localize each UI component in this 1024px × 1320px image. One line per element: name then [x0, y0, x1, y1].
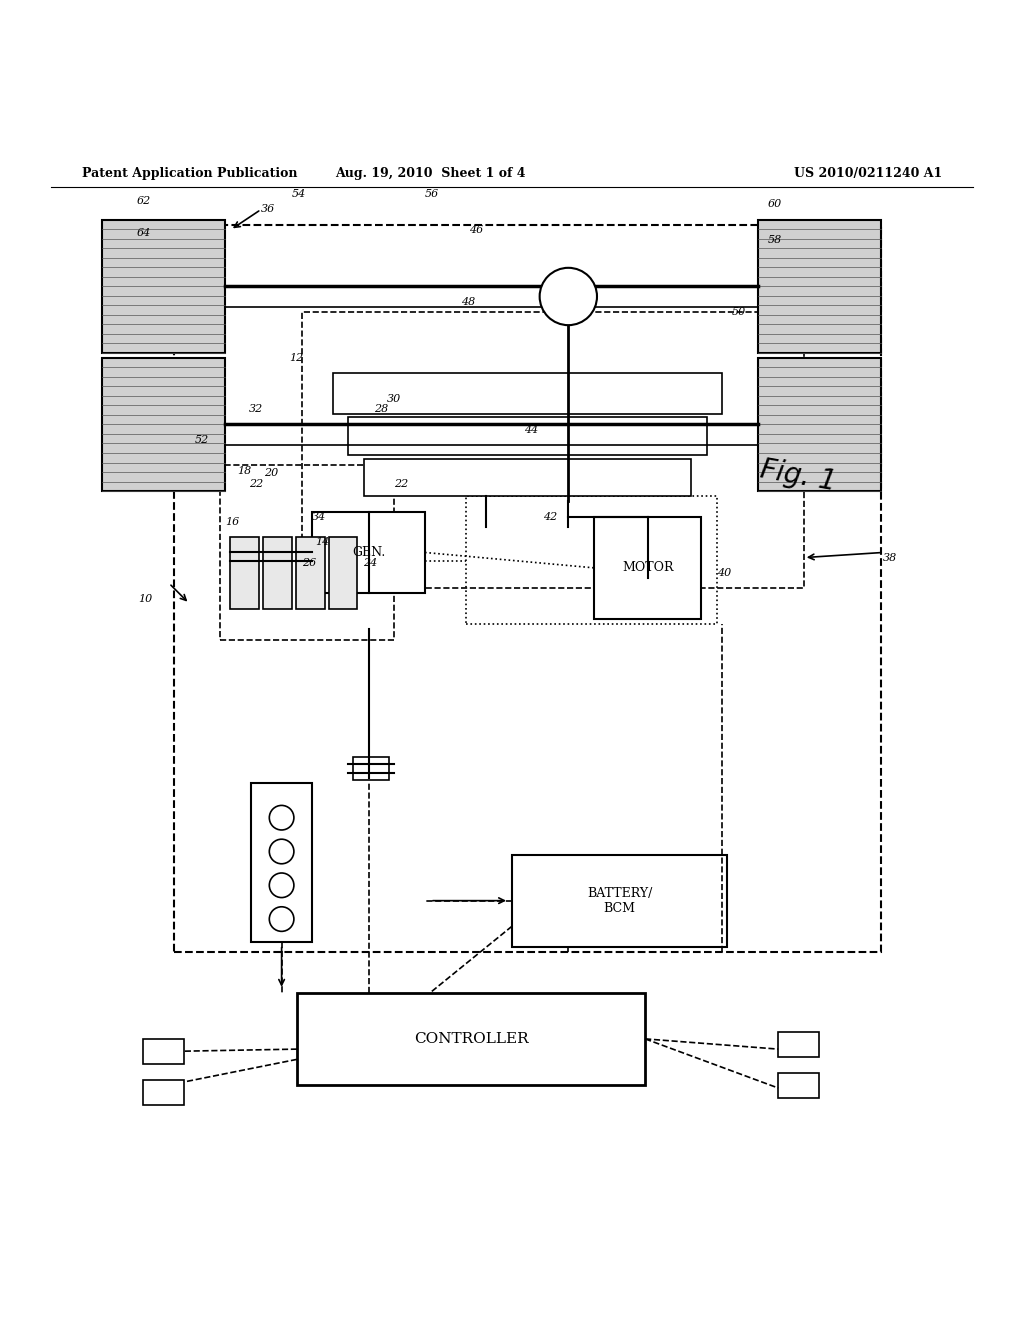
Text: 60: 60: [768, 199, 782, 210]
FancyBboxPatch shape: [263, 537, 292, 609]
FancyBboxPatch shape: [778, 1073, 819, 1098]
Circle shape: [269, 907, 294, 932]
Text: 30: 30: [387, 393, 401, 404]
Bar: [220, 466, 394, 639]
Text: 32: 32: [249, 404, 263, 414]
Circle shape: [269, 840, 294, 863]
Text: 56: 56: [425, 189, 439, 199]
Text: US 2010/0211240 A1: US 2010/0211240 A1: [794, 168, 942, 180]
Text: 26: 26: [302, 558, 316, 568]
FancyBboxPatch shape: [758, 358, 881, 491]
Text: Aug. 19, 2010  Sheet 1 of 4: Aug. 19, 2010 Sheet 1 of 4: [335, 168, 525, 180]
FancyBboxPatch shape: [296, 537, 325, 609]
Text: 48: 48: [461, 297, 475, 306]
FancyBboxPatch shape: [143, 1080, 184, 1105]
Text: 64: 64: [136, 228, 151, 238]
Text: 38: 38: [883, 553, 897, 562]
Text: 52: 52: [195, 434, 209, 445]
Text: 58: 58: [768, 235, 782, 246]
FancyBboxPatch shape: [297, 993, 645, 1085]
Circle shape: [269, 805, 294, 830]
Text: 36: 36: [261, 205, 275, 214]
Text: 40: 40: [717, 568, 731, 578]
FancyBboxPatch shape: [312, 512, 425, 594]
Text: Fig. 1: Fig. 1: [759, 455, 839, 496]
Text: 22: 22: [249, 479, 263, 488]
Text: 44: 44: [524, 425, 539, 434]
FancyBboxPatch shape: [353, 758, 389, 780]
Circle shape: [269, 873, 294, 898]
Text: 14: 14: [315, 537, 330, 548]
FancyBboxPatch shape: [251, 783, 312, 941]
FancyBboxPatch shape: [102, 219, 225, 352]
Text: 42: 42: [543, 512, 557, 521]
FancyBboxPatch shape: [102, 358, 225, 491]
Text: 54: 54: [292, 189, 306, 199]
Text: 20: 20: [264, 467, 279, 478]
Text: 62: 62: [136, 197, 151, 206]
Text: 12: 12: [289, 352, 303, 363]
FancyBboxPatch shape: [143, 1039, 184, 1064]
Text: 50: 50: [732, 306, 746, 317]
Text: Patent Application Publication: Patent Application Publication: [82, 168, 297, 180]
Text: GEN.: GEN.: [352, 546, 385, 558]
Text: CONTROLLER: CONTROLLER: [414, 1032, 528, 1045]
FancyBboxPatch shape: [230, 537, 259, 609]
Text: 16: 16: [225, 516, 240, 527]
Text: BATTERY/
BCM: BATTERY/ BCM: [587, 887, 652, 915]
Text: 24: 24: [364, 558, 378, 568]
FancyBboxPatch shape: [512, 854, 727, 946]
FancyBboxPatch shape: [333, 374, 722, 414]
Circle shape: [540, 268, 597, 325]
Text: 28: 28: [374, 404, 388, 414]
Bar: [174, 224, 881, 952]
Text: MOTOR: MOTOR: [622, 561, 674, 574]
FancyBboxPatch shape: [348, 417, 707, 455]
Bar: [302, 312, 804, 589]
Text: 34: 34: [312, 512, 327, 521]
FancyBboxPatch shape: [594, 516, 701, 619]
FancyBboxPatch shape: [329, 537, 357, 609]
FancyBboxPatch shape: [758, 219, 881, 352]
Text: 22: 22: [394, 479, 409, 488]
Text: 46: 46: [469, 224, 483, 235]
FancyBboxPatch shape: [778, 1032, 819, 1057]
Bar: [466, 496, 717, 624]
Text: 10: 10: [138, 594, 153, 603]
FancyBboxPatch shape: [364, 459, 691, 496]
Text: 18: 18: [238, 466, 252, 475]
